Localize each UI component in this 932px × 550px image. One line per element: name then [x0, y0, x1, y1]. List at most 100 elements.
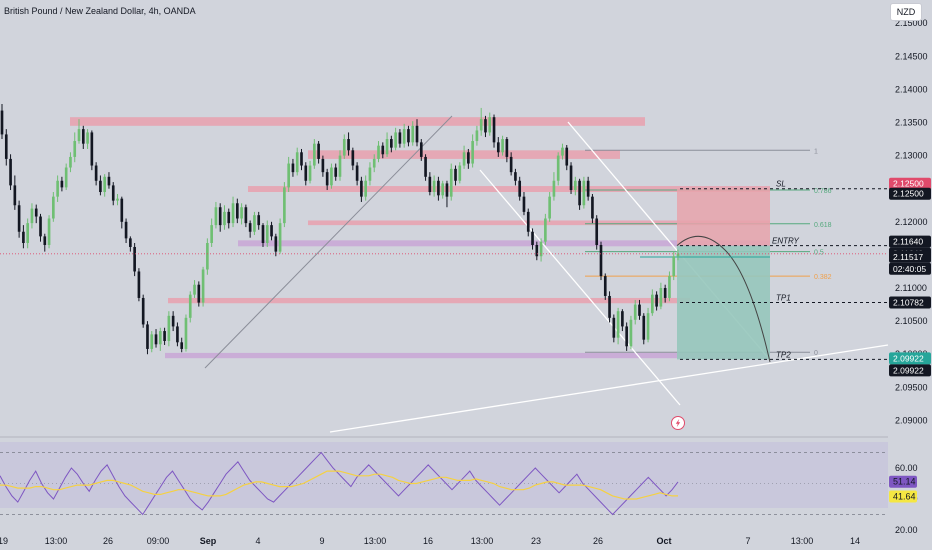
fib-level-label: 0.382: [814, 274, 832, 281]
time-tick-label: 13:00: [471, 536, 494, 546]
countdown-tag: 02:40:05: [893, 264, 926, 274]
candle-body: [471, 141, 474, 164]
candle-body: [330, 167, 333, 186]
price-tick-label: 2.10500: [895, 316, 928, 326]
candle-body: [514, 172, 517, 181]
candle-body: [154, 334, 158, 345]
candle-body: [591, 196, 594, 219]
candle-body: [492, 117, 496, 143]
candle-body: [176, 326, 179, 343]
candle-body: [17, 205, 21, 232]
current-price-tag: 2.11517: [893, 252, 923, 262]
candle-body: [556, 155, 560, 181]
candle-body: [278, 223, 282, 252]
candle-body: [295, 152, 299, 173]
price-tick-label: 2.09000: [895, 415, 928, 425]
candle-body: [317, 143, 320, 159]
stop-loss-tag: 2.12500: [893, 189, 924, 199]
candle-body: [283, 187, 286, 224]
entry-tag-bg: [889, 235, 931, 248]
candle-body: [676, 253, 680, 257]
candle-body: [364, 180, 367, 197]
time-tick-label: Oct: [656, 536, 671, 546]
projection-arrow: [676, 235, 771, 363]
candle-body: [107, 176, 111, 186]
candle-body: [561, 147, 564, 156]
time-tick-label: 4: [255, 536, 260, 546]
candle-body: [81, 129, 85, 144]
candle-body: [43, 236, 47, 245]
candle-body: [103, 176, 107, 193]
SL-label: SL: [776, 180, 786, 189]
candle-body: [599, 244, 603, 277]
price-tick-label: 2.14000: [895, 84, 928, 94]
candle-body: [368, 167, 372, 181]
time-tick-label: 26: [593, 536, 603, 546]
candle-body: [672, 256, 676, 277]
candle-body: [94, 165, 98, 181]
candle-body: [150, 334, 154, 349]
candle-body: [432, 180, 436, 193]
entry-label: ENTRY: [772, 237, 799, 246]
candle-body: [411, 125, 415, 143]
candle-body: [505, 139, 509, 157]
candle-body: [30, 208, 34, 224]
candle-body: [163, 331, 166, 341]
candle-body: [201, 269, 205, 303]
candle-body: [565, 147, 569, 166]
tp2-tag: 2.09922: [893, 365, 924, 375]
candle-body: [188, 294, 192, 318]
candle-body: [223, 211, 226, 226]
candle-body: [99, 180, 102, 193]
candle-body: [334, 167, 338, 177]
candle-body: [475, 130, 479, 142]
rsi-tick-label: 20.00: [895, 525, 918, 535]
candle-body: [206, 242, 209, 270]
candle-body: [668, 276, 671, 298]
candle-body: [257, 215, 261, 226]
candle-body: [526, 211, 530, 232]
candle-body: [488, 117, 492, 133]
candle-body: [73, 141, 77, 157]
candle-body: [171, 315, 175, 327]
tp1-tag: 2.10782: [893, 297, 924, 307]
candle-body: [573, 180, 577, 191]
time-tick-label: 09:00: [147, 536, 170, 546]
candle-body: [274, 236, 278, 252]
candle-body: [300, 152, 303, 166]
rsi-ma-line: [0, 470, 678, 500]
price-tick-label: 2.15000: [895, 18, 928, 28]
candle-body: [659, 288, 663, 307]
candle-body: [351, 150, 355, 166]
candle-body: [621, 311, 624, 327]
candle-body: [167, 315, 171, 341]
candle-body: [56, 180, 59, 197]
candle-body: [407, 129, 410, 143]
candle-body: [424, 156, 427, 177]
entry-tag: 2.11640: [893, 237, 923, 247]
resistance-zone: [248, 186, 770, 193]
time-tick-label: 16: [423, 536, 433, 546]
candle-body: [608, 295, 611, 318]
candle-body: [419, 142, 423, 157]
time-tick-label: Sep: [200, 536, 217, 546]
stop-tag-red-bg: [889, 177, 931, 190]
price-tick-label: 2.12000: [895, 217, 928, 227]
rsi-ma-tag-bg: [889, 490, 917, 503]
candle-body: [638, 304, 641, 316]
candle-body: [625, 326, 628, 347]
candle-body: [39, 216, 42, 237]
candle-body: [69, 156, 72, 168]
tp2-tag-green: 2.09922: [893, 353, 924, 363]
resistance-zone: [308, 220, 770, 226]
candle-body: [355, 165, 359, 181]
stop-loss-zone: [677, 188, 770, 246]
lightning-icon[interactable]: [671, 416, 685, 430]
candle-body: [214, 207, 218, 226]
candle-body: [180, 342, 184, 349]
candle-body: [569, 165, 573, 191]
candle-body: [544, 218, 547, 242]
price-tick-label: 2.13000: [895, 151, 928, 161]
currency-button[interactable]: NZD: [890, 3, 922, 21]
